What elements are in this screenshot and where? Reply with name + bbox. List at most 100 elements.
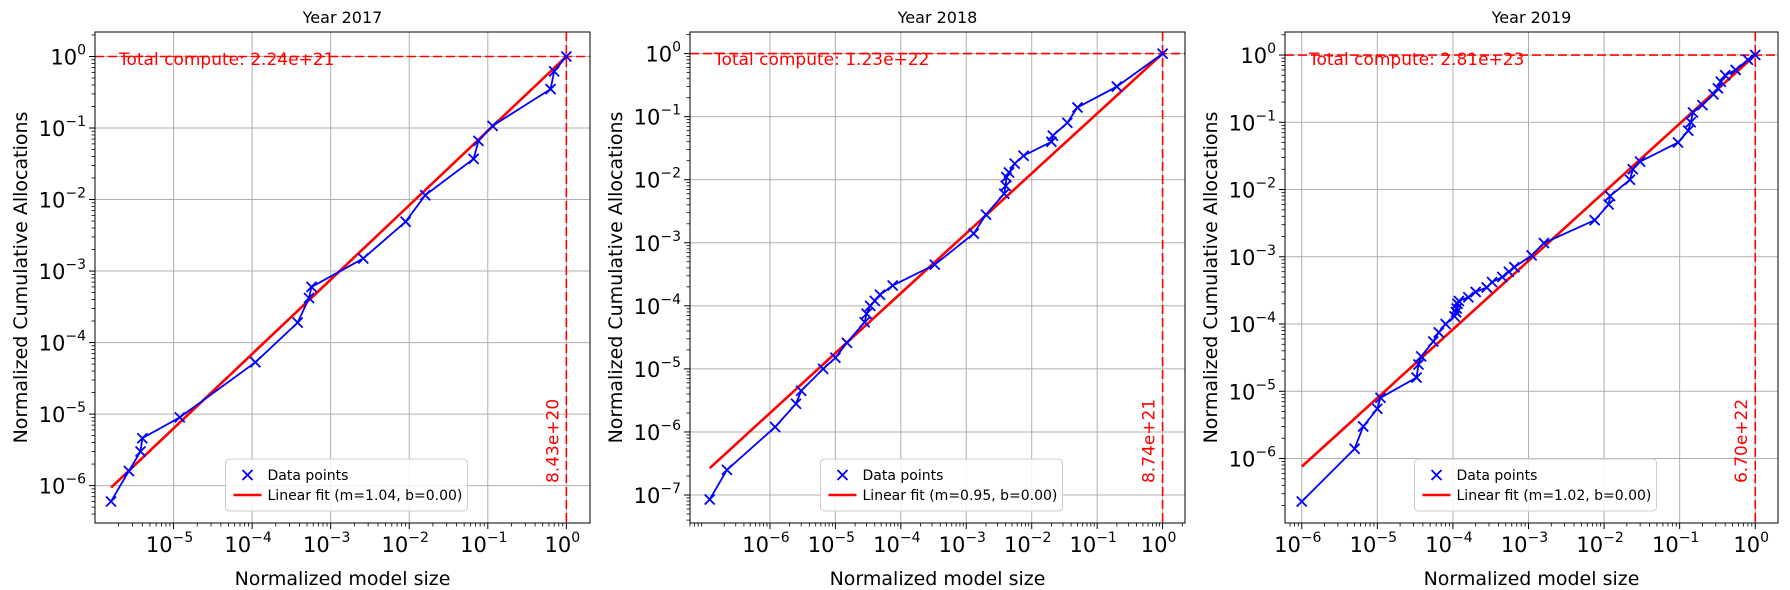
y-axis-label: Normalized Cumulative Allocations	[10, 112, 32, 444]
data-point	[544, 83, 557, 95]
y-tick-base: 10	[645, 43, 672, 67]
y-tick-label: 10−1	[39, 114, 86, 141]
x-tick-base: 10	[742, 533, 769, 557]
x-tick-base: 10	[873, 533, 900, 557]
y-tick-label: 10−2	[39, 186, 86, 213]
y-tick-base: 10	[1229, 448, 1256, 472]
x-tick-label: 10−6	[1274, 530, 1321, 557]
y-tick-label: 10−1	[634, 103, 681, 130]
plot-area	[1285, 32, 1778, 523]
data-point	[1687, 106, 1699, 119]
data-point	[1000, 180, 1012, 192]
y-tick-exponent: −5	[65, 400, 86, 416]
legend-marker-data-points	[1430, 469, 1443, 481]
y-tick-base: 10	[1229, 111, 1256, 135]
x-tick-label: 10−3	[939, 530, 986, 557]
data-point	[1508, 261, 1521, 273]
data-point	[249, 356, 262, 368]
x-tick-exponent: −5	[173, 530, 194, 546]
y-tick-base: 10	[634, 358, 661, 382]
x-tick-base: 10	[1652, 533, 1679, 557]
y-tick-base: 10	[39, 332, 66, 356]
chart-title: Year 2018	[897, 8, 978, 27]
legend-label-linear-fit: Linear fit (m=0.95, b=0.00)	[863, 488, 1058, 504]
legend: Data points Linear fit (m=0.95, b=0.00)	[820, 458, 1063, 512]
y-tick-label: 10−5	[634, 355, 681, 382]
y-tick-exponent: −5	[1255, 377, 1276, 393]
y-tick-base: 10	[39, 260, 66, 284]
data-line	[110, 55, 568, 502]
y-tick-base: 10	[634, 169, 661, 193]
x-tick-exponent: −2	[1603, 530, 1624, 546]
data-point	[303, 292, 315, 304]
legend-label-linear-fit: Linear fit (m=1.02, b=0.00)	[1457, 488, 1652, 504]
y-tick-exponent: −3	[1255, 243, 1276, 259]
x-tick-exponent: −6	[1301, 530, 1322, 546]
x-tick-exponent: −4	[900, 530, 921, 546]
y-tick-base: 10	[39, 403, 66, 427]
y-tick-exponent: −2	[660, 166, 681, 182]
data-point	[1433, 326, 1445, 339]
x-tick-exponent: −1	[1679, 530, 1700, 546]
y-tick-exponent: −6	[660, 418, 681, 434]
x-tick-label: 10−3	[1501, 530, 1548, 557]
data-point	[1729, 64, 1742, 76]
y-axis-label: Normalized Cumulative Allocations	[605, 112, 627, 444]
y-tick-label: 10−2	[1229, 176, 1276, 203]
data-point	[1009, 157, 1021, 170]
data-point	[790, 398, 802, 410]
vline-value-label: 8.43e+20	[543, 399, 563, 483]
x-tick-label: 10−4	[224, 530, 271, 557]
minor-ticks	[686, 34, 1183, 527]
data-point	[721, 464, 733, 476]
x-tick-base: 10	[303, 533, 330, 557]
data-point	[467, 153, 480, 165]
y-tick-exponent: −3	[660, 229, 681, 245]
x-tick-exponent: 0	[1760, 530, 1769, 546]
data-point	[1742, 54, 1754, 66]
y-tick-base: 10	[50, 45, 77, 69]
data-point	[1003, 166, 1015, 179]
x-tick-base: 10	[545, 533, 572, 557]
x-tick-exponent: −5	[834, 530, 855, 546]
legend-label-linear-fit: Linear fit (m=1.04, b=0.00)	[268, 488, 463, 504]
legend-marker-data-points	[241, 469, 254, 481]
x-tick-exponent: −5	[1376, 530, 1397, 546]
data-point	[1348, 443, 1361, 455]
data-point	[305, 281, 318, 293]
minor-ticks	[1281, 34, 1753, 527]
x-tick-label: 10−4	[873, 530, 920, 557]
y-tick-label: 10−6	[634, 418, 681, 445]
x-tick-base: 10	[224, 533, 251, 557]
data-point	[560, 50, 572, 63]
data-point	[472, 135, 485, 147]
x-tick-base: 10	[146, 533, 173, 557]
axes-frame	[94, 31, 591, 524]
y-tick-label: 10−5	[39, 400, 86, 427]
data-point	[1470, 286, 1482, 298]
x-tick-base: 10	[1350, 533, 1377, 557]
y-tick-base: 10	[634, 106, 661, 130]
data-point	[1462, 291, 1474, 303]
data-point	[1682, 125, 1694, 137]
x-tick-label: 10−5	[808, 530, 855, 557]
data-point	[1410, 371, 1423, 384]
total-compute-label: Total compute: 2.81e+23	[1308, 50, 1524, 70]
x-tick-exponent: 0	[571, 530, 580, 546]
data-point	[860, 308, 873, 320]
x-tick-base: 10	[1576, 533, 1603, 557]
data-point	[1415, 350, 1427, 363]
y-tick-exponent: −4	[65, 329, 86, 345]
x-tick-base: 10	[939, 533, 966, 557]
panel-2: 10−6 10−5 10−4 10−3 10−2 10−1 10010−710−610−51…	[605, 8, 1186, 590]
total-compute-label: Total compute: 2.24e+21	[118, 50, 334, 70]
legend-label-data-points: Data points	[268, 468, 349, 484]
y-tick-base: 10	[1229, 380, 1256, 404]
vline-value-label: 8.74e+21	[1140, 399, 1160, 483]
data-point	[1371, 403, 1383, 415]
data-point	[1071, 101, 1084, 114]
y-tick-exponent: −2	[65, 186, 86, 202]
data-point	[1604, 190, 1616, 202]
x-tick-base: 10	[1274, 533, 1301, 557]
